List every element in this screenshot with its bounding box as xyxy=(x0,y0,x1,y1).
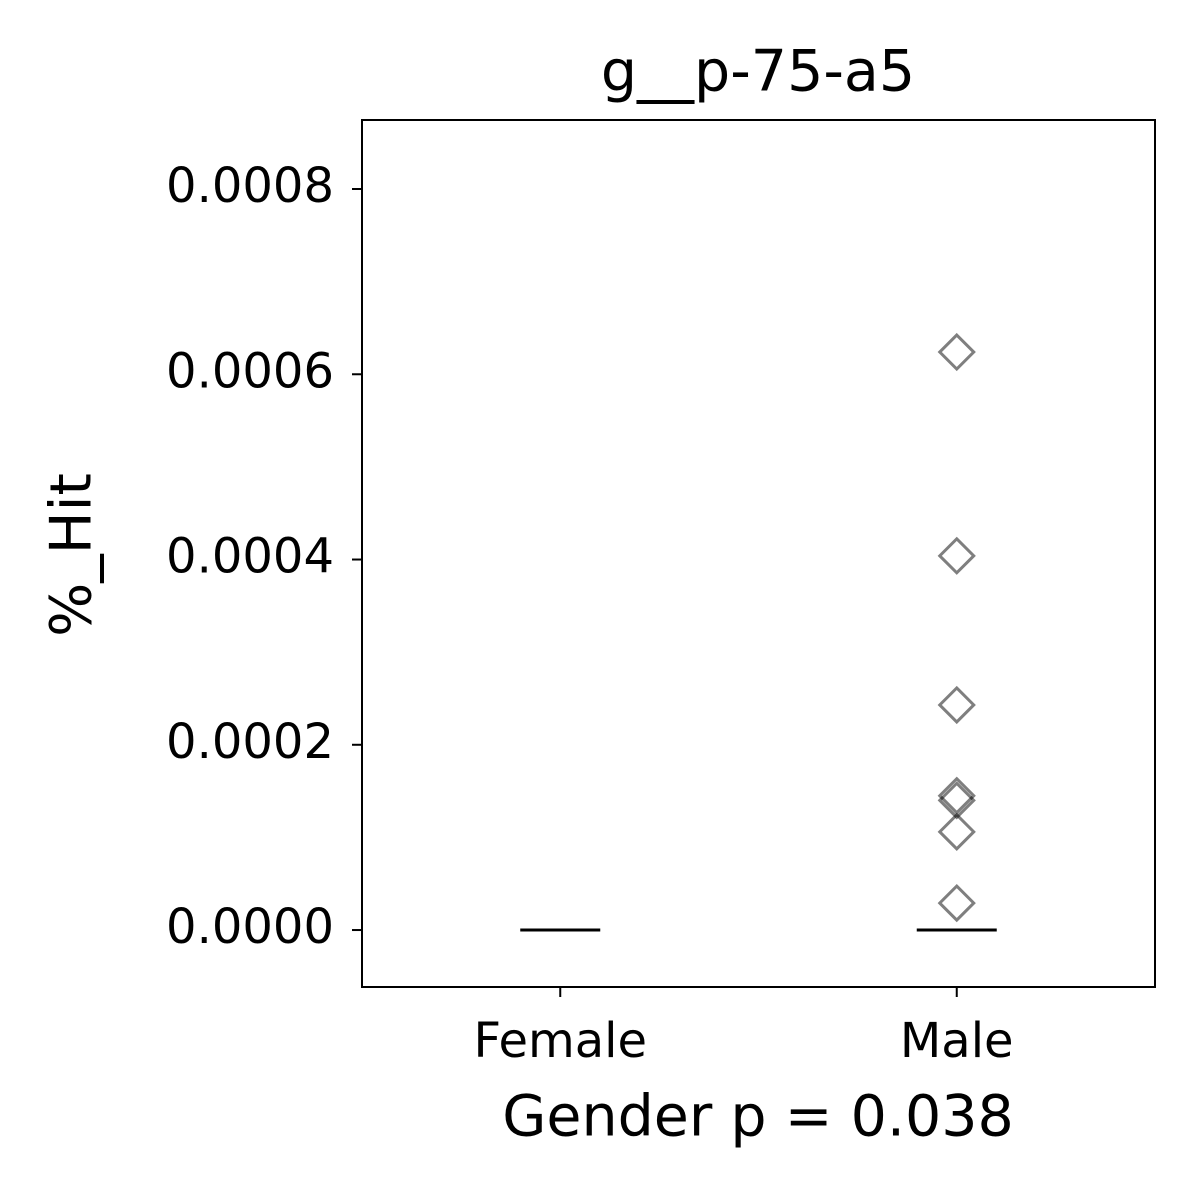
plot-frame xyxy=(361,119,1156,988)
y-tick-label: 0.0000 xyxy=(166,899,334,955)
x-tick-label: Male xyxy=(900,1013,1014,1069)
data-point xyxy=(937,776,976,815)
data-point xyxy=(937,812,976,851)
data-point xyxy=(937,883,976,923)
y-tick-label: 0.0006 xyxy=(166,343,334,399)
chart-title: g__p-75-a5 xyxy=(601,39,915,105)
data-point xyxy=(937,536,976,575)
data-point xyxy=(937,332,976,372)
data-point xyxy=(937,781,976,820)
data-point xyxy=(937,685,976,725)
x-tick-label: Female xyxy=(473,1013,647,1069)
y-tick-label: 0.0008 xyxy=(166,158,334,214)
x-axis-label: Gender p = 0.038 xyxy=(502,1084,1014,1150)
y-axis-label: %_Hit xyxy=(39,473,105,637)
y-tick-label: 0.0004 xyxy=(166,529,334,585)
y-tick-label: 0.0002 xyxy=(166,714,334,770)
